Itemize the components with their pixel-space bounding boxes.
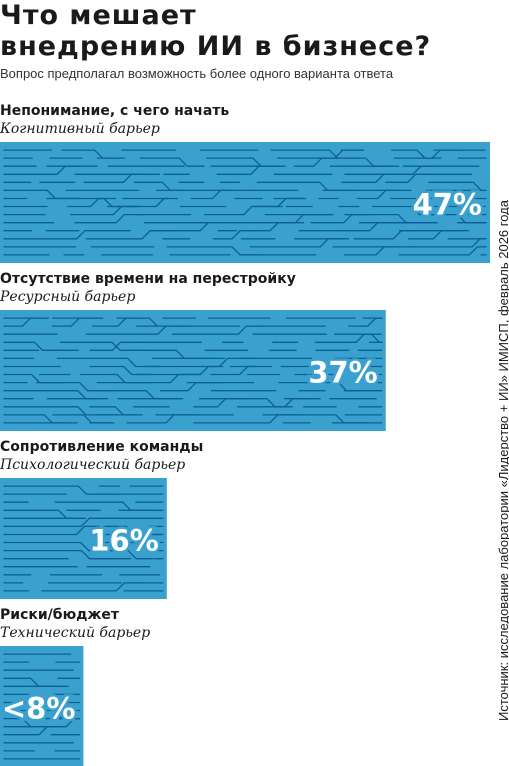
value-label-4: <8% — [2, 692, 76, 726]
chart-title-line-1: Что мешает — [0, 0, 197, 31]
bar-2 — [0, 310, 386, 431]
bar-3-circuit-pattern — [3, 485, 164, 592]
category-subtitle-1: Когнитивный барьер — [0, 121, 160, 137]
value-label-3: 16% — [89, 524, 158, 558]
category-label-3: Сопротивление команды — [0, 439, 204, 455]
category-subtitle-3: Психологический барьер — [0, 457, 186, 473]
bar-4-circuit-pattern — [3, 653, 81, 760]
chart-title-line-2: внедрению ИИ в бизнесе? — [0, 31, 432, 62]
bar-4 — [0, 646, 84, 766]
bar-1 — [0, 142, 490, 263]
chart-title: Что мешает внедрению ИИ в бизнесе? — [0, 0, 431, 62]
source-note: Источник: исследование лаборатории «Лиде… — [496, 200, 509, 722]
value-label-1: 47% — [413, 188, 482, 222]
category-label-2: Отсутствие времени на перестройку — [0, 271, 296, 287]
bar-3 — [0, 478, 167, 599]
category-subtitle-2: Ресурсный барьер — [0, 289, 136, 305]
bar-1-circuit-pattern — [3, 149, 487, 256]
category-label-4: Риски/бюджет — [0, 607, 120, 623]
category-subtitle-4: Технический барьер — [0, 625, 151, 641]
category-label-1: Непонимание, с чего начать — [0, 103, 230, 119]
bar-2-circuit-pattern — [3, 317, 383, 424]
chart-subtitle: Вопрос предполагал возможность более одн… — [0, 66, 394, 81]
value-label-2: 37% — [308, 356, 377, 390]
